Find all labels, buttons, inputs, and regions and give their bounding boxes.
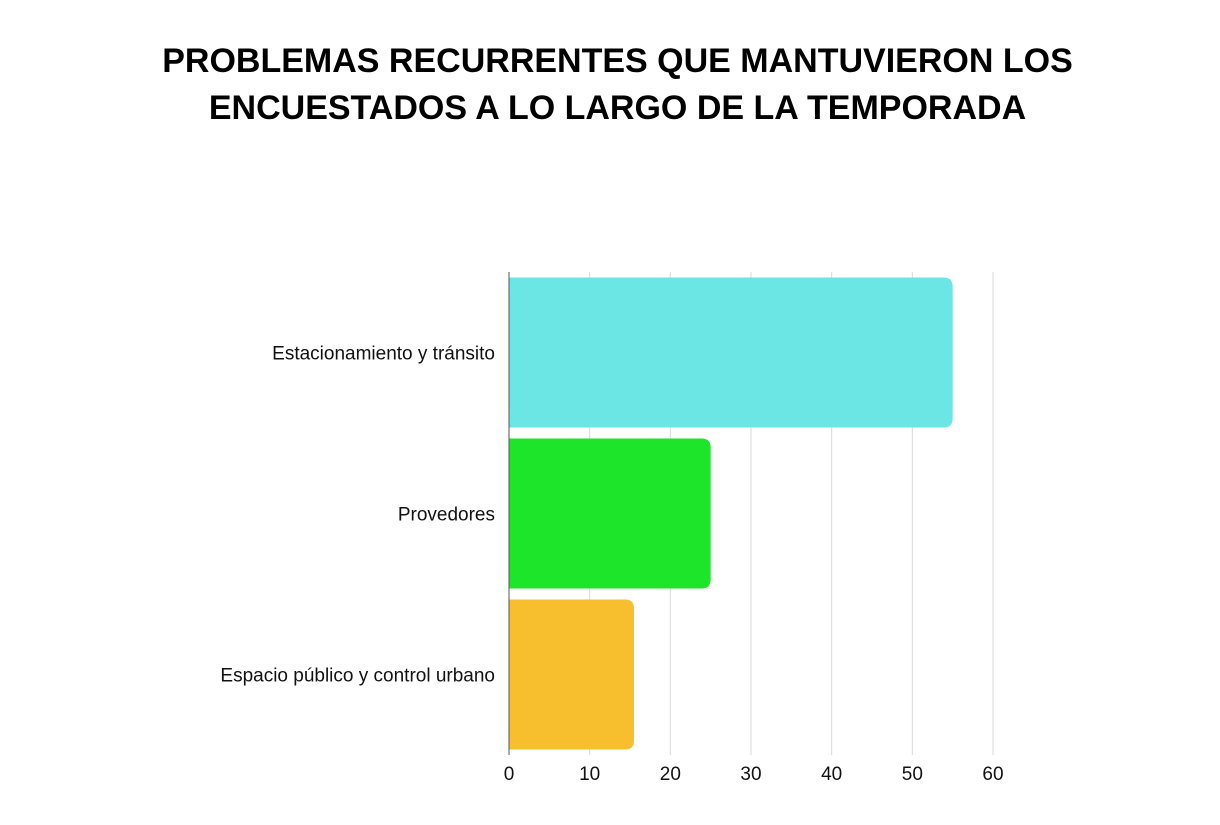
x-tick-label-60: 60 <box>982 764 1003 785</box>
chart-title: PROBLEMAS RECURRENTES QUE MANTUVIERON LO… <box>0 38 1220 132</box>
category-label-3: Espacio público y control urbano <box>220 666 495 687</box>
x-tick-label-30: 30 <box>740 764 761 785</box>
x-tick-label-10: 10 <box>579 764 600 785</box>
x-tick-label-50: 50 <box>902 764 923 785</box>
x-tick-labels: 0 10 20 30 40 50 60 <box>504 764 1004 785</box>
category-label-1: Estacionamiento y tránsito <box>272 344 495 365</box>
category-labels: Estacionamiento y tránsito Provedores Espa… <box>220 344 495 687</box>
bars <box>509 277 953 750</box>
chart-title-line-2: ENCUESTADOS A LO LARGO DE LA TEMPORADA <box>208 89 1027 127</box>
chart-title-line-1: PROBLEMAS RECURRENTES QUE MANTUVIERON LO… <box>162 42 1073 80</box>
bar-1 <box>509 277 953 428</box>
x-tick-label-0: 0 <box>504 764 515 785</box>
category-label-2: Provedores <box>398 505 495 526</box>
bar-3 <box>509 599 635 750</box>
x-tick-label-40: 40 <box>821 764 842 785</box>
x-tick-label-20: 20 <box>660 764 681 785</box>
bar-2 <box>509 438 711 589</box>
